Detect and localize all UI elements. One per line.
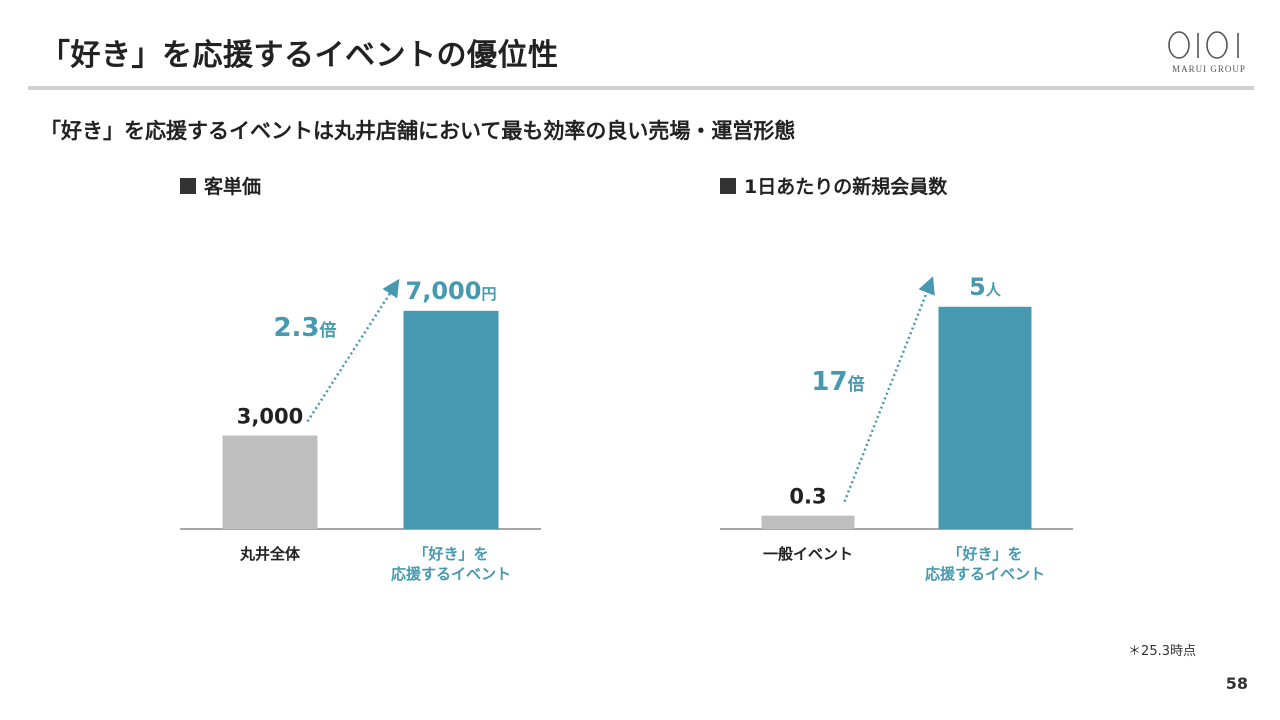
footnote: ＊25.3時点 [1128,644,1196,659]
page-number: 58 [1225,674,1248,693]
heading-square-icon [180,177,196,194]
value-label: 5人 [969,273,1002,301]
chart-title-new-members: 1日あたりの新規会員数 [744,176,948,198]
growth-arrow [306,278,400,423]
growth-arrow [843,276,935,503]
bar [403,310,499,529]
marui-group-logo: MARUI GROUP [1168,31,1246,74]
title-divider [28,86,1254,90]
chart-heading-unit-price: 客単価 [180,172,261,199]
chart-heading-new-members: 1日あたりの新規会員数 [720,172,947,199]
category-label: 応援するイベント [925,565,1045,583]
category-label: 一般イベント [763,545,853,563]
page-subtitle: 「好き」を応援するイベントは丸井店舗において最も効率の良い売場・運営形態 [40,119,796,143]
category-label: 「好き」を [947,545,1022,563]
value-label: 7,000円 [406,277,497,305]
heading-square-icon [720,177,736,194]
bar [761,515,855,529]
multiplier-label: 17倍 [811,367,864,397]
value-label: 0.3 [789,485,826,509]
bar [222,435,318,529]
category-label: 「好き」を [413,545,488,563]
value-label: 3,000 [237,404,303,428]
multiplier-label: 2.3倍 [273,313,336,343]
category-label: 応援するイベント [391,565,511,583]
chart-title-unit-price: 客単価 [204,176,262,198]
category-label: 丸井全体 [239,545,301,563]
logo-text: MARUI GROUP [1172,64,1246,74]
page-title: 「好き」を応援するイベントの優位性 [40,38,559,73]
bar [938,306,1032,529]
